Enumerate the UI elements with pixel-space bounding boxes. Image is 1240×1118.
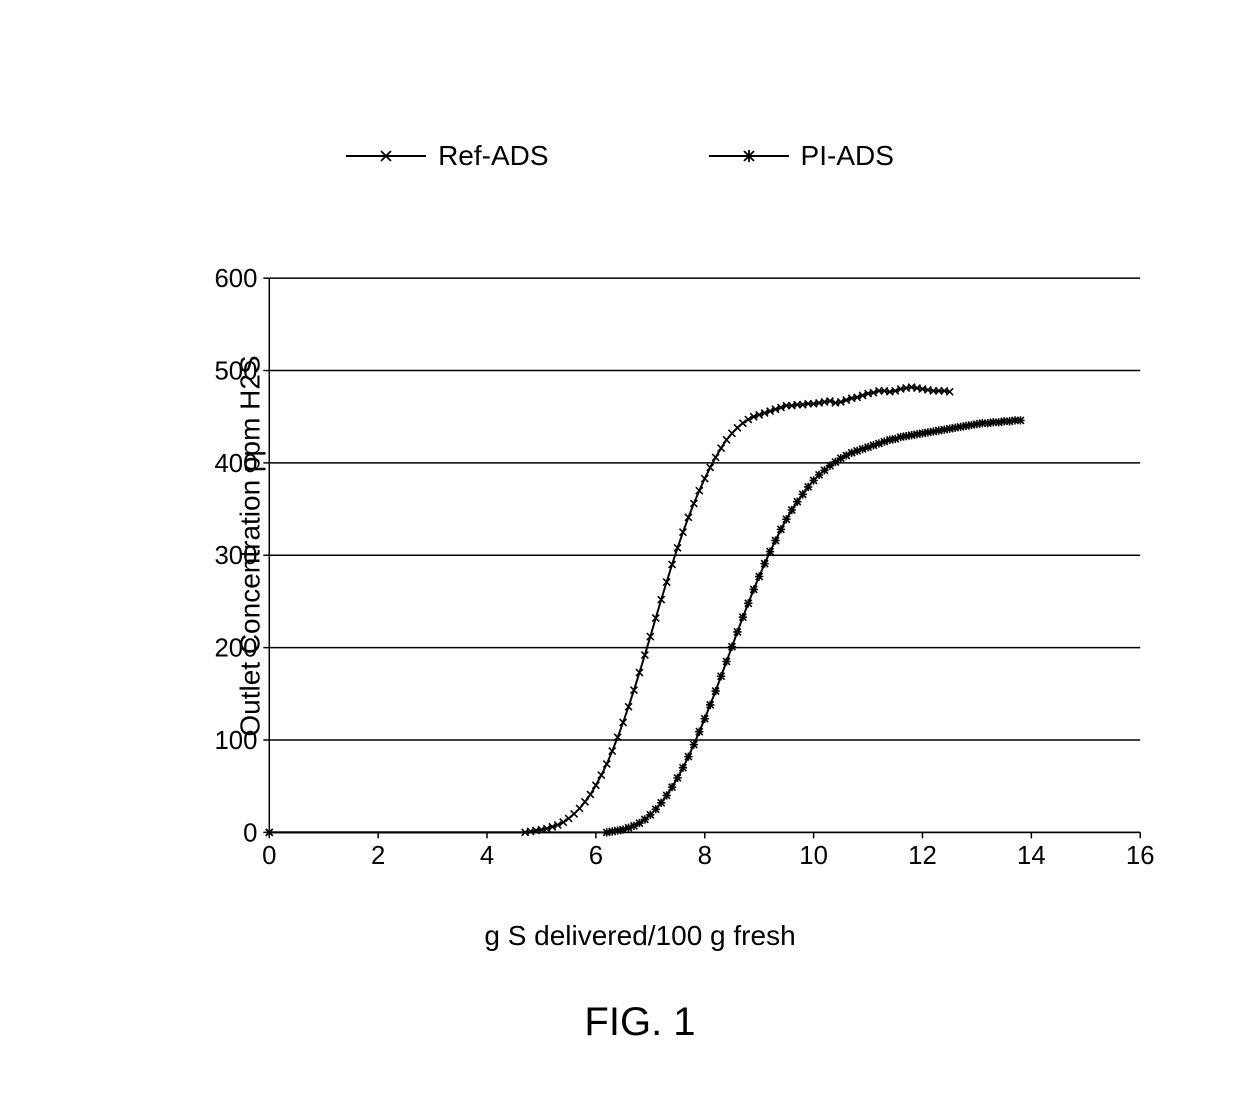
xtick-label: 8 — [698, 842, 712, 870]
data-marker — [799, 490, 807, 498]
data-marker — [717, 672, 725, 680]
data-marker — [695, 728, 703, 736]
legend-swatch — [346, 144, 426, 168]
legend-item: PI-ADS — [709, 140, 894, 172]
data-marker — [265, 828, 273, 836]
xtick-label: 4 — [480, 842, 494, 870]
xtick-label: 12 — [908, 842, 937, 870]
xtick-label: 0 — [262, 842, 276, 870]
data-marker — [668, 783, 676, 791]
legend-item: Ref-ADS — [346, 140, 548, 172]
data-marker — [657, 799, 665, 807]
data-marker — [733, 628, 741, 636]
data-marker — [728, 643, 736, 651]
data-marker — [679, 764, 687, 772]
chart-svg: 0 100 200 300 400 500 600 0 2 4 6 8 10 12 14 16 — [200, 260, 1160, 900]
ytick-label: 500 — [214, 357, 257, 385]
data-marker — [771, 536, 779, 544]
legend-label: Ref-ADS — [438, 140, 548, 172]
data-marker — [722, 657, 730, 665]
data-marker — [750, 585, 758, 593]
data-marker — [788, 506, 796, 514]
data-marker — [755, 572, 763, 580]
data-marker — [701, 715, 709, 723]
ytick-label: 200 — [214, 635, 257, 663]
ytick-label: 600 — [214, 265, 257, 293]
data-marker — [782, 515, 790, 523]
data-marker — [739, 613, 747, 621]
data-marker — [690, 740, 698, 748]
data-marker — [706, 701, 714, 709]
ytick-label: 300 — [214, 542, 257, 570]
data-marker — [711, 687, 719, 695]
xtick-label: 10 — [799, 842, 828, 870]
data-marker — [1016, 416, 1024, 424]
xtick-label: 16 — [1126, 842, 1155, 870]
figure-caption: FIG. 1 — [200, 1000, 1080, 1045]
data-marker — [744, 599, 752, 607]
data-marker — [793, 498, 801, 506]
data-marker — [662, 791, 670, 799]
data-marker — [673, 774, 681, 782]
chart: 01002003004005006000246810121416 — [200, 260, 1080, 820]
data-marker — [777, 525, 785, 533]
ytick-label: 400 — [214, 450, 257, 478]
page: Ref-ADSPI-ADS Outlet Concentration ppm H… — [0, 0, 1240, 1118]
ytick-label: 100 — [214, 727, 257, 755]
xtick-label: 2 — [371, 842, 385, 870]
legend-swatch — [709, 144, 789, 168]
xtick-label: 14 — [1017, 842, 1046, 870]
legend: Ref-ADS PI-ADS — [0, 140, 1240, 172]
data-marker — [766, 547, 774, 555]
ytick-label: 0 — [243, 819, 257, 847]
legend-label: PI-ADS — [801, 140, 894, 172]
x-axis-label: g S delivered/100 g fresh — [200, 920, 1080, 952]
data-marker — [760, 559, 768, 567]
xtick-label: 6 — [589, 842, 603, 870]
data-marker — [684, 752, 692, 760]
